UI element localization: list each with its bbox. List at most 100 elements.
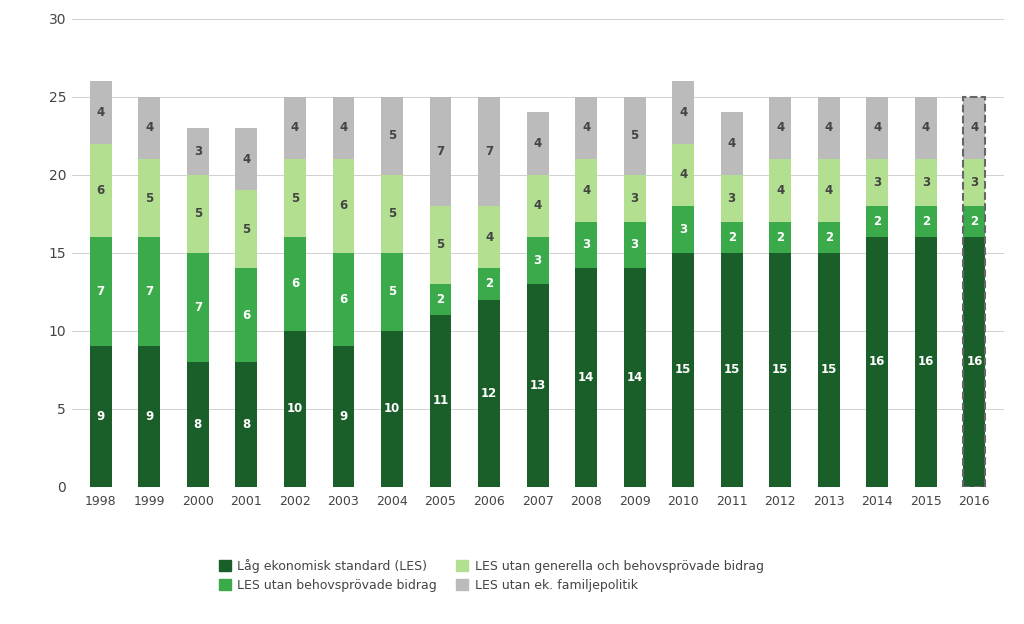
Text: 4: 4: [582, 184, 590, 197]
Bar: [575, 159, 597, 222]
Text: 3: 3: [873, 176, 882, 189]
Bar: [138, 237, 160, 346]
Text: 5: 5: [291, 192, 299, 205]
Text: 8: 8: [243, 418, 251, 431]
Bar: [915, 159, 937, 206]
Text: 2: 2: [873, 215, 882, 228]
Text: 7: 7: [194, 301, 202, 314]
Text: 7: 7: [436, 145, 444, 158]
Text: 2: 2: [728, 231, 736, 243]
Bar: [381, 175, 402, 253]
Bar: [187, 362, 209, 487]
Text: 7: 7: [485, 145, 494, 158]
Text: 3: 3: [631, 192, 639, 205]
Bar: [187, 128, 209, 175]
Bar: [187, 175, 209, 253]
Text: 14: 14: [627, 371, 643, 384]
Bar: [381, 97, 402, 175]
Text: 15: 15: [820, 363, 837, 376]
Text: 4: 4: [776, 184, 784, 197]
Text: 4: 4: [922, 122, 930, 134]
Text: 13: 13: [529, 379, 546, 392]
Bar: [90, 346, 112, 487]
Text: 4: 4: [679, 106, 687, 119]
Bar: [673, 144, 694, 206]
Text: 10: 10: [287, 402, 303, 415]
Text: 15: 15: [675, 363, 691, 376]
Bar: [236, 190, 257, 268]
Bar: [866, 206, 888, 237]
Text: 2: 2: [971, 215, 979, 228]
Text: 3: 3: [534, 254, 542, 267]
Bar: [138, 97, 160, 159]
Bar: [526, 112, 549, 175]
Bar: [721, 112, 742, 175]
Text: 4: 4: [291, 122, 299, 134]
Text: 16: 16: [869, 356, 886, 368]
Bar: [769, 222, 792, 253]
Bar: [575, 97, 597, 159]
Bar: [964, 97, 985, 487]
Text: 9: 9: [145, 410, 154, 423]
Bar: [526, 175, 549, 237]
Text: 4: 4: [145, 122, 154, 134]
Bar: [721, 222, 742, 253]
Text: 4: 4: [485, 231, 494, 243]
Text: 6: 6: [96, 184, 104, 197]
Bar: [964, 97, 985, 159]
Text: 7: 7: [145, 285, 154, 298]
Text: 3: 3: [728, 192, 736, 205]
Text: 5: 5: [243, 223, 251, 236]
Bar: [866, 97, 888, 159]
Bar: [284, 237, 306, 331]
Text: 2: 2: [436, 293, 444, 306]
Bar: [526, 284, 549, 487]
Bar: [430, 315, 452, 487]
Text: 10: 10: [384, 402, 400, 415]
Text: 3: 3: [971, 176, 979, 189]
Text: 4: 4: [679, 168, 687, 181]
Bar: [673, 81, 694, 144]
Bar: [915, 206, 937, 237]
Text: 6: 6: [243, 309, 251, 321]
Bar: [430, 206, 452, 284]
Bar: [818, 159, 840, 222]
Bar: [187, 253, 209, 362]
Bar: [769, 97, 792, 159]
Bar: [90, 237, 112, 346]
Bar: [575, 268, 597, 487]
Text: 2: 2: [922, 215, 930, 228]
Bar: [333, 253, 354, 346]
Text: 9: 9: [339, 410, 347, 423]
Bar: [721, 175, 742, 222]
Text: 3: 3: [582, 238, 590, 251]
Bar: [915, 97, 937, 159]
Bar: [624, 175, 645, 222]
Text: 6: 6: [339, 200, 347, 212]
Bar: [721, 253, 742, 487]
Text: 7: 7: [96, 285, 104, 298]
Bar: [333, 346, 354, 487]
Bar: [866, 159, 888, 206]
Bar: [236, 362, 257, 487]
Bar: [624, 222, 645, 268]
Bar: [624, 268, 645, 487]
Bar: [769, 253, 792, 487]
Text: 5: 5: [145, 192, 154, 205]
Text: 6: 6: [339, 293, 347, 306]
Bar: [430, 97, 452, 206]
Bar: [236, 128, 257, 190]
Text: 9: 9: [96, 410, 104, 423]
Bar: [381, 253, 402, 331]
Text: 3: 3: [679, 223, 687, 236]
Text: 3: 3: [631, 238, 639, 251]
Text: 16: 16: [967, 356, 983, 368]
Text: 4: 4: [873, 122, 882, 134]
Text: 15: 15: [772, 363, 788, 376]
Text: 3: 3: [194, 145, 202, 158]
Bar: [381, 331, 402, 487]
Text: 4: 4: [582, 122, 590, 134]
Bar: [138, 159, 160, 237]
Bar: [915, 237, 937, 487]
Bar: [90, 81, 112, 144]
